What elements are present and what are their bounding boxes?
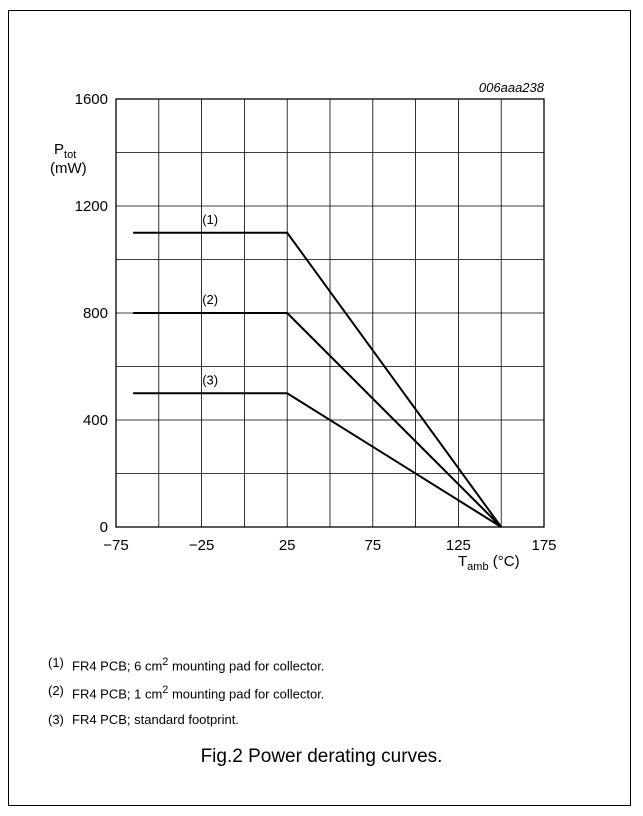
y-tick-label: 1200 — [75, 198, 108, 215]
power-derating-chart: 0 400 800 1200 1600 −75 −25 25 75 125 175 006aaa238… — [50, 80, 557, 573]
y-tick-label: 400 — [83, 412, 108, 429]
x-tick-label: 125 — [446, 537, 471, 554]
y-tick-label: 800 — [83, 305, 108, 322]
note-number: (2) — [48, 683, 64, 699]
note-1: (1) FR4 PCB; 6 cm2 mounting pad for coll… — [48, 650, 324, 678]
y-tick-label: 0 — [100, 519, 108, 536]
note-2: (2) FR4 PCB; 1 cm2 mounting pad for coll… — [48, 678, 324, 706]
series-label: (3) — [202, 372, 218, 387]
series-line — [133, 392, 502, 528]
x-tick-label: 25 — [279, 537, 296, 554]
y-tick-label: 1600 — [75, 91, 108, 108]
note-number: (1) — [48, 655, 64, 670]
series-line — [133, 231, 503, 528]
notes: (1) FR4 PCB; 6 cm2 mounting pad for coll… — [48, 650, 324, 732]
note-text: FR4 PCB; 1 cm2 mounting pad for collecto… — [72, 684, 325, 702]
x-tick-label: 175 — [531, 537, 556, 554]
x-tick-label: −75 — [103, 537, 128, 554]
note-number: (3) — [48, 711, 64, 727]
series-label: (2) — [202, 292, 218, 307]
x-tick-label: 75 — [364, 537, 381, 554]
x-tick-label: −25 — [189, 537, 214, 554]
note-text: FR4 PCB; standard footprint. — [72, 711, 239, 727]
series-label: (1) — [202, 212, 218, 227]
note-text: FR4 PCB; 6 cm2 mounting pad for collecto… — [72, 656, 325, 674]
series-line — [133, 312, 502, 528]
figure-frame — [8, 10, 631, 806]
x-axis-label: Tamb (°C) — [458, 553, 520, 573]
figure-code: 006aaa238 — [479, 80, 545, 95]
y-axis-label: Ptot — [54, 141, 76, 161]
figure-caption: Fig.2 Power derating curves. — [200, 746, 443, 767]
y-axis-unit: (mW) — [50, 160, 87, 177]
note-3: (3) FR4 PCB; standard footprint. — [48, 707, 324, 732]
plot-area-border — [115, 98, 545, 528]
